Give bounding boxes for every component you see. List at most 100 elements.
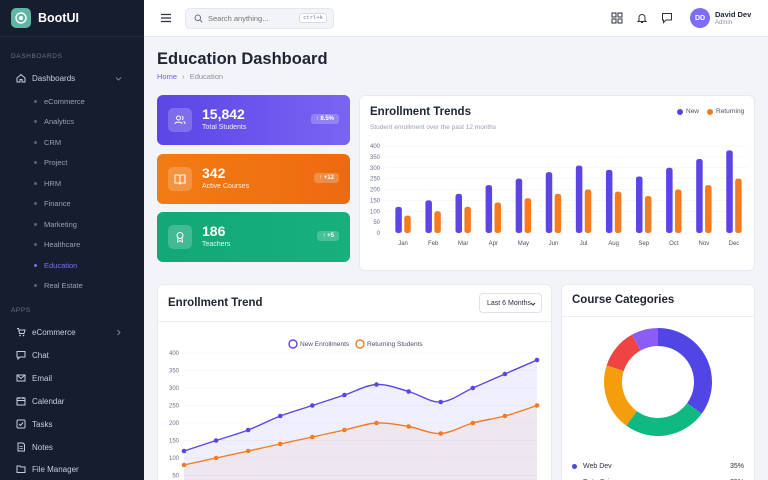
bar-returning[interactable] [735, 178, 742, 233]
series-point[interactable] [245, 427, 251, 433]
card-title: Enrollment Trends [370, 106, 471, 118]
legend-new[interactable]: New [677, 108, 699, 115]
series-point[interactable] [310, 434, 315, 440]
bar-returning[interactable] [524, 198, 532, 233]
series-point[interactable] [374, 420, 379, 426]
sidebar-subitem-education[interactable]: Education [34, 259, 77, 271]
bar-new[interactable] [605, 169, 613, 233]
sidebar-item-calendar[interactable]: Calendar [16, 394, 132, 408]
x-tick-label: Feb [428, 241, 439, 247]
bar-new[interactable] [575, 165, 583, 233]
legend-returning-students[interactable]: Returning Students [355, 339, 423, 349]
legend-marker [355, 339, 365, 349]
donut-slice[interactable] [626, 403, 702, 436]
series-point[interactable] [342, 392, 347, 398]
sidebar-subitem-label: Marketing [44, 219, 77, 229]
series-point[interactable] [213, 455, 219, 461]
series-point[interactable] [502, 413, 508, 419]
series-point[interactable] [438, 399, 444, 405]
sidebar-subitem-finance[interactable]: Finance [34, 198, 71, 210]
message-icon[interactable] [661, 12, 673, 24]
series-point[interactable] [213, 438, 219, 443]
bar-returning[interactable] [644, 196, 652, 233]
bar-returning[interactable] [434, 211, 441, 233]
bar-returning[interactable] [705, 185, 712, 233]
search-box[interactable]: ctrl+k [185, 8, 334, 29]
y-tick-label: 250 [169, 404, 180, 410]
bar-returning[interactable] [494, 202, 501, 233]
sidebar-subitem-project[interactable]: Project [34, 157, 67, 169]
series-point[interactable] [277, 441, 283, 447]
bar-new[interactable] [545, 172, 553, 233]
sidebar-item-file-manager[interactable]: File Manager [16, 462, 132, 476]
sidebar-item-dashboards[interactable]: Dashboards [16, 71, 132, 85]
series-point[interactable] [310, 403, 315, 408]
series-point[interactable] [406, 424, 411, 429]
legend-returning[interactable]: Returning [707, 108, 744, 115]
stat-card-active-courses[interactable]: 342 Active Courses ↑ +12 [157, 154, 350, 204]
y-tick-label: 100 [370, 209, 381, 215]
avatar[interactable]: DD [690, 8, 710, 28]
bar-returning[interactable] [614, 191, 622, 233]
series-point[interactable] [470, 385, 476, 391]
legend-new-enrollments[interactable]: New Enrollments [288, 339, 349, 349]
bar-new[interactable] [696, 159, 703, 233]
series-point[interactable] [502, 371, 508, 377]
menu-icon[interactable] [160, 12, 172, 24]
bar-new[interactable] [455, 193, 463, 233]
stat-badge: ↑ +12 [314, 173, 339, 183]
sidebar-item-ecommerce[interactable]: eCommerce [16, 325, 132, 339]
bar-returning[interactable] [674, 189, 682, 234]
series-point[interactable] [406, 389, 411, 394]
bar-new[interactable] [425, 200, 432, 233]
sidebar-subitem-marketing[interactable]: Marketing [34, 218, 77, 230]
series-point[interactable] [438, 431, 444, 436]
bar-returning[interactable] [584, 189, 592, 234]
bar-returning[interactable] [464, 206, 471, 233]
donut-slice[interactable] [658, 328, 712, 414]
series-point[interactable] [534, 357, 540, 363]
users-icon [168, 108, 192, 132]
sidebar-item-email[interactable]: Email [16, 371, 132, 385]
brand[interactable]: BootUI [0, 0, 144, 37]
bar-returning[interactable] [554, 193, 562, 233]
bar-new[interactable] [726, 150, 733, 233]
series-point[interactable] [245, 448, 251, 454]
bell-icon[interactable] [636, 12, 648, 24]
stat-label: Active Courses [202, 183, 250, 190]
series-point[interactable] [277, 413, 283, 419]
breadcrumb-home-link[interactable]: Home [157, 72, 178, 81]
sidebar-item-tasks[interactable]: Tasks [16, 417, 132, 431]
sidebar-subitem-real-estate[interactable]: Real Estate [34, 280, 83, 292]
series-point[interactable] [534, 403, 540, 408]
y-tick-label: 150 [169, 439, 180, 445]
sidebar-subitem-ecommerce[interactable]: eCommerce [34, 95, 85, 107]
sidebar-subitem-hrm[interactable]: HRM [34, 177, 61, 189]
sidebar-subitem-analytics[interactable]: Analytics [34, 116, 74, 128]
series-point[interactable] [181, 448, 187, 454]
stat-card-total-students[interactable]: 15,842 Total Students ↑ 8.5% [157, 95, 350, 145]
series-point[interactable] [181, 462, 187, 468]
bar-new[interactable] [395, 206, 402, 233]
search-input[interactable] [208, 14, 298, 23]
sidebar-subitem-healthcare[interactable]: Healthcare [34, 239, 80, 251]
bar-new[interactable] [515, 178, 523, 233]
sidebar-item-chat[interactable]: Chat [16, 348, 132, 362]
bar-new[interactable] [485, 185, 493, 233]
stat-card-teachers[interactable]: 186 Teachers ↑ +5 [157, 212, 350, 262]
bar-new[interactable] [666, 167, 673, 233]
range-select[interactable]: Last 6 Months [479, 293, 542, 313]
bar-new[interactable] [636, 176, 643, 233]
sidebar-subitem-crm[interactable]: CRM [34, 136, 61, 148]
donut-slice[interactable] [606, 334, 641, 371]
apps-grid-icon[interactable] [611, 12, 623, 24]
bar-returning[interactable] [404, 215, 411, 233]
donut-slice[interactable] [604, 365, 637, 426]
series-point[interactable] [470, 420, 476, 426]
donut-slice[interactable] [631, 328, 658, 351]
sidebar-item-notes[interactable]: Notes [16, 440, 132, 454]
y-tick-label: 300 [169, 386, 180, 392]
series-point[interactable] [342, 427, 347, 433]
book-icon [168, 167, 192, 191]
series-point[interactable] [374, 382, 379, 387]
